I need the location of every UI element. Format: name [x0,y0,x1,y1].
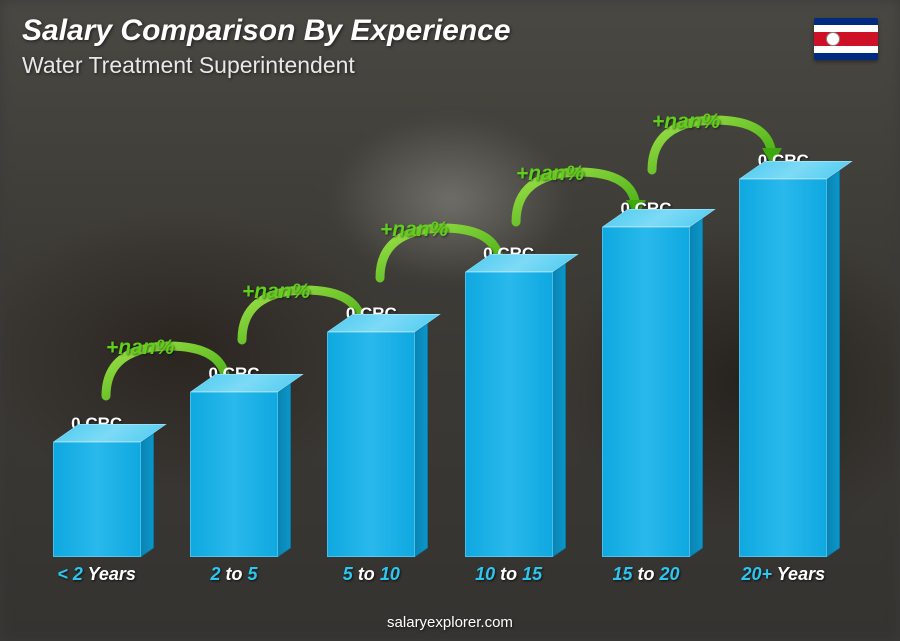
x-axis-labels: < 2 Years 2 to 5 5 to 10 10 to 15 15 to … [28,564,852,585]
bar [53,442,141,557]
bar [465,272,553,557]
bar-slot: 0 CRC [165,364,302,557]
bar [739,179,827,557]
bar-slot: 0 CRC [715,151,852,557]
bar [190,392,278,557]
x-label: 20+ Years [715,564,852,585]
x-label: 10 to 15 [440,564,577,585]
infographic-container: Salary Comparison By Experience Water Tr… [0,0,900,641]
bar-slot: 0 CRC [577,199,714,557]
x-label: < 2 Years [28,564,165,585]
bar-slot: 0 CRC [28,414,165,557]
x-label: 5 to 10 [303,564,440,585]
bar-chart: +nan% +nan% +nan% +nan% +nan% 0 CRC 0 CR… [28,90,852,585]
x-label: 2 to 5 [165,564,302,585]
bar [602,227,690,557]
chart-subtitle: Water Treatment Superintendent [22,52,355,79]
bar-slot: 0 CRC [303,304,440,557]
bar [327,332,415,557]
chart-title: Salary Comparison By Experience [22,14,511,48]
bars-row: 0 CRC 0 CRC 0 CRC [28,127,852,557]
country-flag [814,18,878,60]
footer-attribution: salaryexplorer.com [0,614,900,631]
x-label: 15 to 20 [577,564,714,585]
bar-slot: 0 CRC [440,244,577,557]
